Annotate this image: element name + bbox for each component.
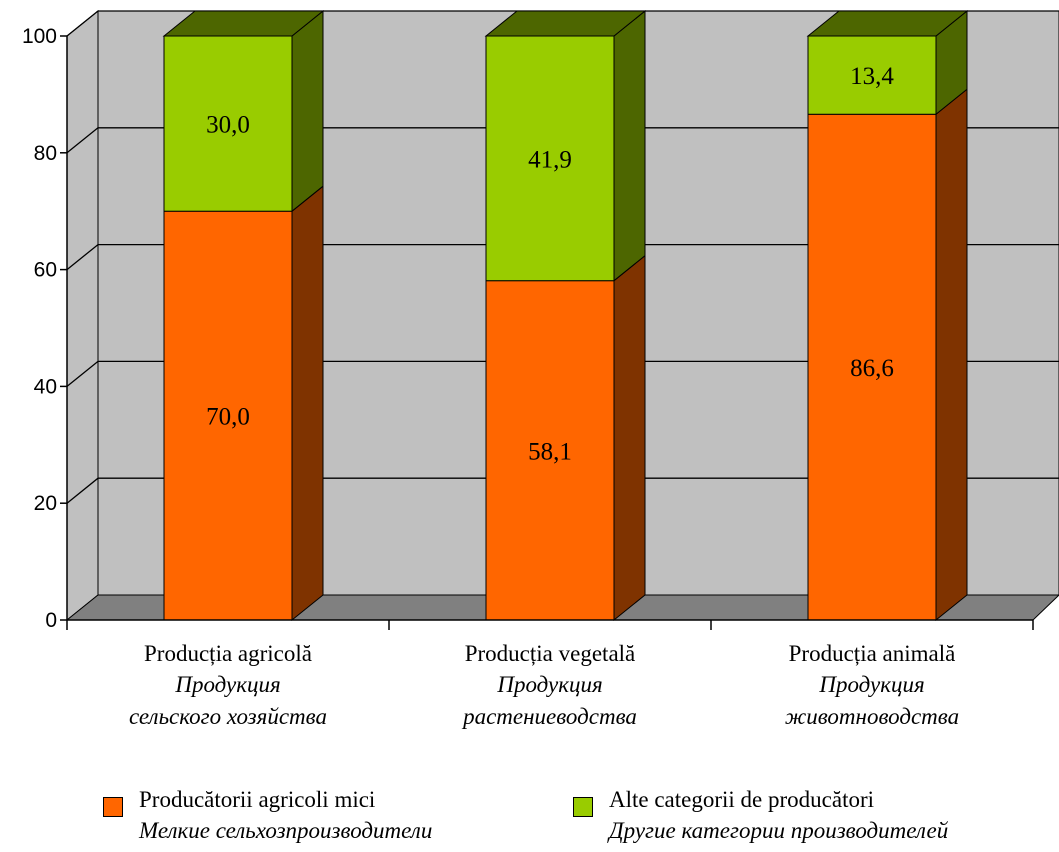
bar-side-0-1 xyxy=(613,254,646,622)
bar-side-0-0 xyxy=(291,185,324,622)
legend-label-other-producers: Alte categorii de producători xyxy=(609,787,875,812)
gridline xyxy=(66,360,1059,387)
category-label-0: Producția agricolă xyxy=(144,641,312,666)
legend-label-other-producers-ru: Другие категории производителей xyxy=(609,818,949,843)
y-tick-label-4: 80 xyxy=(34,142,57,165)
gridline xyxy=(66,10,1059,37)
bar-side-1-1 xyxy=(613,9,646,282)
y-tick-label-1: 20 xyxy=(34,492,57,515)
legend-label-small-producers-ru: Мелкие сельхозпроизводители xyxy=(139,818,433,843)
labels: 70,0 30,0 Producția agricolă Продукция сельс… xyxy=(22,25,959,729)
bar-1-2 xyxy=(807,35,937,115)
data-label-0-1: 58,1 xyxy=(528,438,572,465)
data-label-1-1: 41,9 xyxy=(528,146,572,173)
category-label-ru-line2-0: сельского хозяйства xyxy=(129,704,327,729)
axes xyxy=(60,35,1034,630)
gridline xyxy=(66,243,1059,271)
gridlines xyxy=(66,10,1059,504)
bar-1-1 xyxy=(485,35,615,282)
category-label-ru-line2-2: животноводства xyxy=(785,704,959,729)
data-label-1-0: 30,0 xyxy=(206,112,250,139)
category-label-1: Producția vegetală xyxy=(465,641,636,666)
y-tick-label-0: 0 xyxy=(45,609,57,632)
data-label-0-0: 70,0 xyxy=(206,404,250,431)
bar-side-0-2 xyxy=(935,88,968,622)
y-tick-label-2: 40 xyxy=(34,375,57,398)
category-label-ru-1: Продукция xyxy=(496,672,602,697)
bar-top-1 xyxy=(484,10,647,37)
bar-top-2 xyxy=(806,10,969,37)
y-tick-label-3: 60 xyxy=(34,259,57,282)
category-label-2: Producția animală xyxy=(789,641,956,666)
bars xyxy=(162,9,969,622)
bar-0-1 xyxy=(485,280,615,621)
data-label-1-2: 13,4 xyxy=(850,63,894,90)
category-label-ru-0: Продукция xyxy=(174,672,280,697)
bar-1-0 xyxy=(163,35,293,212)
gridline xyxy=(66,127,1059,154)
category-label-ru-line2-1: растениеводства xyxy=(461,704,637,729)
y-tick-label-5: 100 xyxy=(22,25,57,48)
data-label-0-2: 86,6 xyxy=(850,355,894,382)
legend-label-small-producers: Producătorii agricoli mici xyxy=(139,787,376,812)
legend-swatch-small-producers xyxy=(103,797,123,817)
side-wall xyxy=(66,9,99,622)
gridline xyxy=(66,477,1059,504)
bar-0-0 xyxy=(163,210,293,621)
bar-top-0 xyxy=(162,10,325,37)
category-label-ru-2: Продукция xyxy=(818,672,924,697)
legend-swatch-other-producers xyxy=(573,797,593,817)
bar-side-1-0 xyxy=(291,9,324,213)
